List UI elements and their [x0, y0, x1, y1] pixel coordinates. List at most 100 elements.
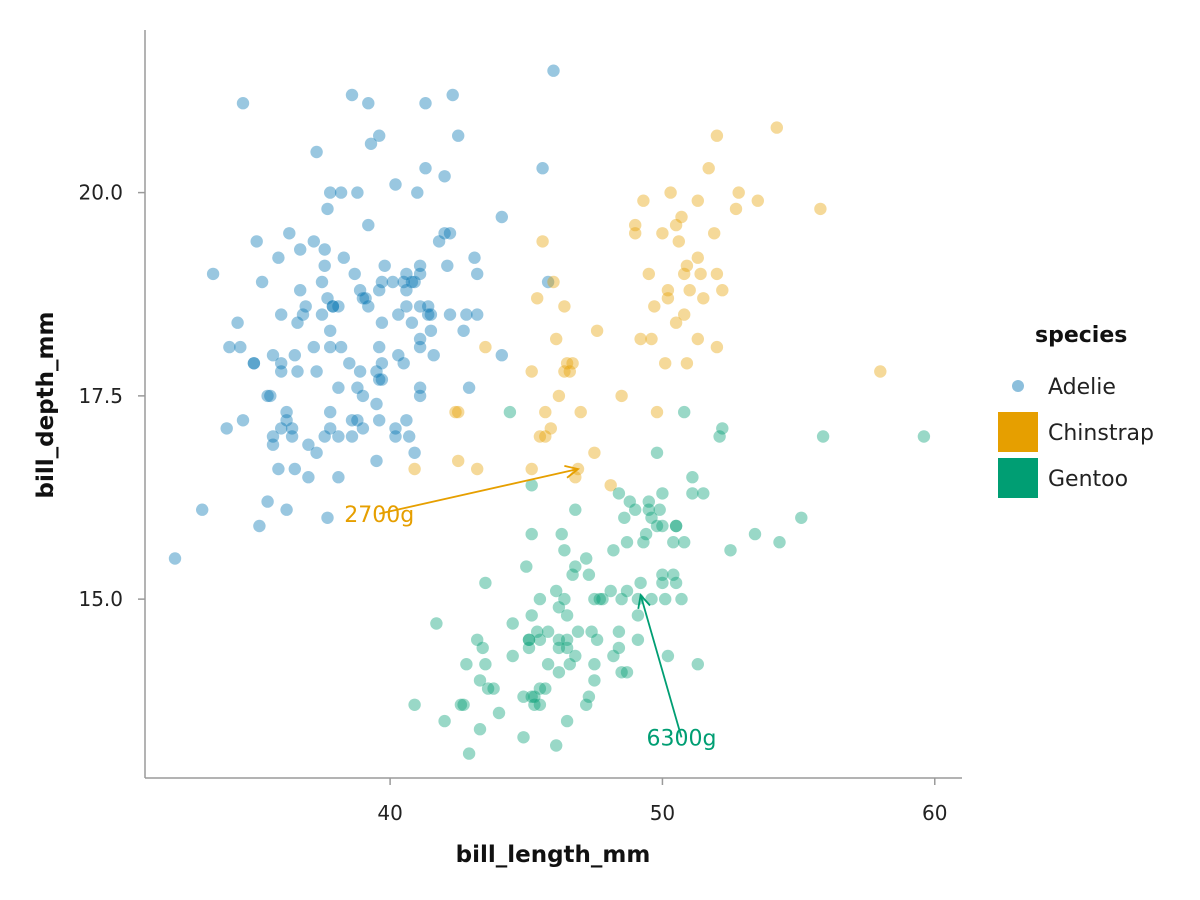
data-point [691, 658, 704, 671]
data-point [661, 292, 675, 305]
data-point [566, 357, 579, 370]
data-point [724, 544, 737, 557]
data-point [302, 438, 315, 451]
data-point [552, 389, 566, 403]
data-point [588, 446, 601, 459]
data-point [667, 568, 680, 581]
data-point [302, 471, 315, 484]
data-point [446, 88, 459, 102]
data-point [299, 300, 312, 313]
data-point [231, 316, 244, 329]
x-axis-title: bill_length_mm [456, 842, 651, 868]
data-point [468, 251, 481, 264]
data-point [814, 202, 827, 216]
data-point [236, 97, 250, 110]
data-point [275, 357, 288, 370]
data-point [795, 511, 808, 524]
data-point [539, 682, 552, 695]
data-point [373, 284, 386, 297]
legend-marker [998, 458, 1038, 498]
data-point [550, 332, 563, 346]
data-point [413, 381, 427, 394]
y-tick-label: 17.5 [78, 384, 123, 408]
data-point [691, 251, 704, 264]
data-point [574, 405, 587, 419]
data-point [533, 698, 547, 711]
data-point [618, 511, 631, 524]
data-point [324, 422, 337, 435]
data-point [375, 275, 389, 289]
data-point [503, 405, 517, 419]
data-point [620, 584, 634, 598]
data-point [373, 373, 386, 386]
data-point [612, 625, 626, 638]
data-point [536, 162, 549, 175]
data-point [713, 430, 726, 443]
data-point [318, 259, 331, 272]
data-point [400, 284, 413, 297]
data-point [337, 251, 350, 264]
data-point [275, 365, 288, 378]
data-point [479, 340, 492, 354]
data-point [656, 568, 669, 581]
data-point [324, 324, 337, 337]
data-point [569, 649, 582, 663]
data-point [710, 129, 724, 142]
legend-title: species [1035, 323, 1127, 348]
data-point [612, 641, 626, 655]
data-point [547, 64, 560, 77]
data-point [525, 462, 538, 476]
data-point [430, 617, 443, 630]
data-point [563, 658, 576, 671]
data-point [669, 576, 683, 590]
data-point [296, 308, 310, 321]
data-point [580, 698, 593, 711]
data-point [326, 300, 340, 313]
data-point [386, 275, 399, 289]
data-point [629, 227, 642, 240]
data-point [392, 308, 405, 321]
data-point [874, 365, 887, 378]
x-tick-label: 50 [650, 801, 675, 825]
legend-label: Chinstrap [1048, 421, 1154, 446]
data-point [373, 340, 386, 354]
data-point [544, 422, 557, 435]
annotation-arrow [379, 468, 579, 515]
data-point [623, 495, 636, 508]
data-point [615, 592, 628, 606]
data-point [432, 235, 446, 248]
data-point [389, 178, 402, 191]
data-point [449, 405, 462, 419]
data-point [307, 340, 320, 354]
data-point [555, 527, 568, 541]
data-point [593, 592, 606, 606]
data-point [604, 584, 617, 598]
data-point [411, 186, 424, 199]
data-point [427, 349, 440, 362]
data-point [247, 357, 261, 370]
annotation-arrow [639, 594, 683, 738]
data-point [479, 576, 492, 590]
data-point [661, 649, 675, 663]
data-point [667, 536, 680, 549]
data-point [661, 284, 675, 297]
data-point [473, 674, 487, 687]
data-point [471, 267, 484, 281]
data-point [645, 511, 658, 524]
data-point [517, 731, 530, 744]
data-point [694, 267, 707, 281]
data-point [375, 357, 389, 370]
data-point [370, 365, 383, 378]
data-point [678, 536, 691, 549]
data-point [729, 202, 743, 216]
data-point [686, 471, 699, 484]
data-point [250, 235, 263, 248]
data-point [236, 414, 250, 427]
data-point [266, 438, 280, 451]
data-point [315, 308, 329, 321]
data-point [332, 430, 345, 443]
legend-label: Adelie [1048, 375, 1116, 400]
data-point [324, 340, 337, 354]
data-point [408, 275, 421, 289]
data-point [310, 145, 323, 159]
